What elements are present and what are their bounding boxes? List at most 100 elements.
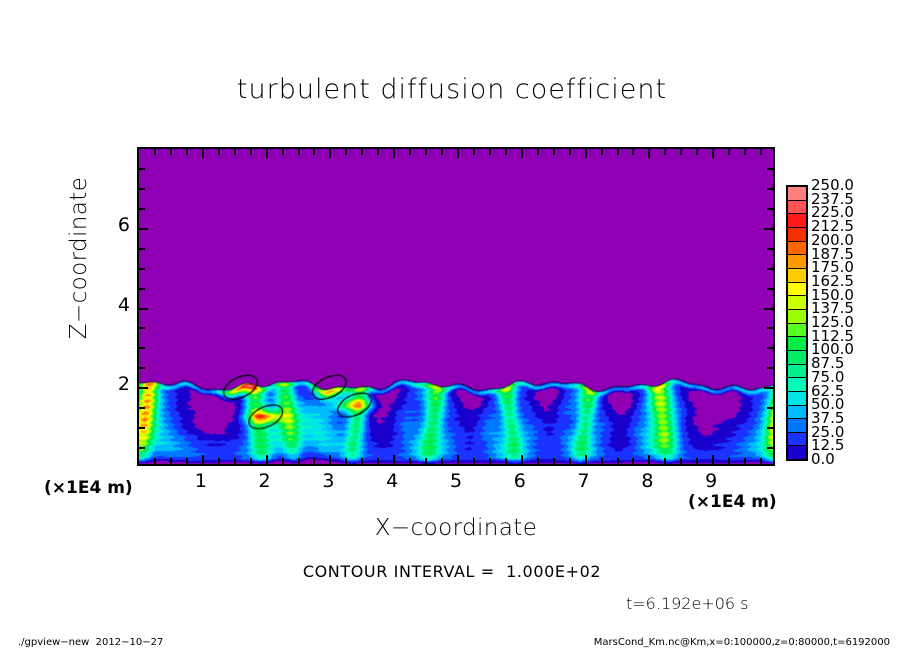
x-axis-tick: [297, 458, 300, 464]
x-axis-tick: [153, 458, 156, 464]
x-axis-tick-top: [185, 149, 188, 155]
y-axis-tick-right: [767, 247, 773, 250]
x-axis-tick: [744, 458, 747, 464]
footer-command: ./gpview−new 2012−10−27: [18, 637, 164, 648]
x-axis-tick: [600, 458, 603, 464]
x-axis-tick: [616, 458, 619, 464]
x-axis-tick-top: [313, 149, 316, 155]
colorbar-tick-label: 0.0: [811, 450, 835, 468]
x-axis-tick-top: [712, 149, 715, 158]
x-axis-tick: [760, 458, 763, 464]
colorbar-tick-label: 200.0: [811, 230, 854, 249]
y-axis-tick: [139, 227, 148, 230]
colorbar-tick-label: 125.0: [811, 313, 854, 331]
x-axis-tick: [504, 458, 507, 464]
colorbar-band: [788, 432, 806, 447]
y-axis-tick-label: 2: [117, 373, 130, 396]
time-stamp-note: t=6.192e+06 s: [626, 594, 749, 613]
x-axis-tick-label: 3: [322, 470, 335, 492]
colorbar-tick-label: 237.5: [811, 189, 854, 208]
colorbar-band: [788, 187, 806, 201]
x-axis-tick-top: [600, 149, 603, 155]
y-axis-tick-right: [767, 367, 773, 370]
x-axis-tick-top: [265, 149, 268, 158]
colorbar-tick-label: 137.5: [811, 299, 854, 318]
y-axis-tick-right: [764, 307, 773, 310]
y-axis-tick: [139, 247, 145, 250]
y-axis-tick-right: [767, 187, 773, 190]
x-axis-tick: [393, 455, 396, 464]
colorbar-tick-label: 25.0: [811, 422, 845, 441]
x-axis-tick-top: [409, 149, 412, 155]
x-axis-tick-top: [472, 149, 475, 155]
colorbar[interactable]: [786, 185, 808, 461]
x-axis-tick-top: [584, 149, 587, 158]
y-axis-tick: [139, 267, 145, 270]
colorbar-band: [788, 391, 806, 406]
colorbar-band: [788, 296, 806, 310]
x-axis-tick: [552, 458, 555, 464]
x-axis-tick: [409, 458, 412, 464]
x-axis-tick-top: [536, 149, 539, 155]
y-axis-tick: [139, 347, 145, 350]
x-axis-tick-top: [568, 149, 571, 155]
y-axis-tick-label: 4: [117, 293, 130, 316]
x-axis-tick-top: [393, 149, 396, 158]
y-axis-tick-right: [767, 287, 773, 290]
x-axis-tick-top: [520, 149, 523, 158]
x-axis-tick-top: [249, 149, 252, 155]
x-axis-tick: [520, 455, 523, 464]
colorbar-band: [788, 337, 806, 351]
y-axis-tick-right: [767, 167, 773, 170]
y-axis-tick: [139, 387, 148, 390]
x-axis-tick-top: [377, 149, 380, 155]
x-axis-tick: [169, 458, 172, 464]
colorbar-tick-label: 87.5: [811, 354, 845, 373]
colorbar-tick-label: 75.0: [811, 367, 845, 386]
x-axis-tick: [680, 458, 683, 464]
x-axis-tick-label: 1: [194, 470, 207, 492]
x-axis-tick: [728, 458, 731, 464]
colorbar-band: [788, 446, 806, 460]
y-axis-title: Z−coordinate: [66, 176, 92, 340]
colorbar-band: [788, 350, 806, 365]
x-axis-tick-label: 8: [641, 470, 654, 492]
x-axis-tick-top: [728, 149, 731, 155]
colorbar-tick-label: 50.0: [811, 395, 845, 414]
colorbar-tick-label: 37.5: [811, 408, 845, 427]
x-axis-tick: [345, 458, 348, 464]
x-unit-left-label: (×1E4 m): [44, 478, 133, 498]
x-axis-tick: [201, 455, 204, 464]
x-axis-tick-label: 9: [705, 470, 718, 492]
x-axis-tick: [584, 455, 587, 464]
contour-interval-note: CONTOUR INTERVAL = 1.000E+02: [302, 562, 602, 581]
page-title: turbulent diffusion coefficient: [236, 74, 668, 105]
colorbar-band: [788, 282, 806, 297]
contour-plot-panel[interactable]: [137, 147, 775, 466]
y-axis-tick: [139, 327, 145, 330]
x-axis-tick: [281, 458, 284, 464]
x-axis-tick-top: [664, 149, 667, 155]
y-axis-tick-right: [767, 427, 773, 430]
x-axis-tick-label: 5: [449, 470, 463, 492]
x-unit-right-label: (×1E4 m): [688, 492, 777, 512]
x-axis-tick: [441, 458, 444, 464]
colorbar-tick-labels: 250.0 237.5 225.0 212.5 200.0 187.5 175.0 162.5…: [811, 178, 891, 467]
x-axis-tick-label: 6: [513, 470, 526, 492]
colorbar-tick-label: 250.0: [811, 176, 854, 194]
x-axis-tick: [249, 458, 252, 464]
x-axis-tick-top: [153, 149, 156, 155]
x-axis-tick: [217, 458, 220, 464]
y-axis-tick-right: [767, 407, 773, 410]
colorbar-band: [788, 364, 806, 379]
colorbar-band: [788, 227, 806, 242]
colorbar-band: [788, 241, 806, 256]
x-axis-tick-top: [361, 149, 364, 155]
colorbar-band: [788, 378, 806, 392]
x-axis-tick-top: [648, 149, 651, 158]
colorbar-band: [788, 405, 806, 420]
x-axis-tick-top: [632, 149, 635, 155]
y-axis-tick-right: [764, 387, 773, 390]
turbulent-diffusion-field: [139, 149, 773, 464]
colorbar-tick-label: 187.5: [811, 244, 854, 263]
